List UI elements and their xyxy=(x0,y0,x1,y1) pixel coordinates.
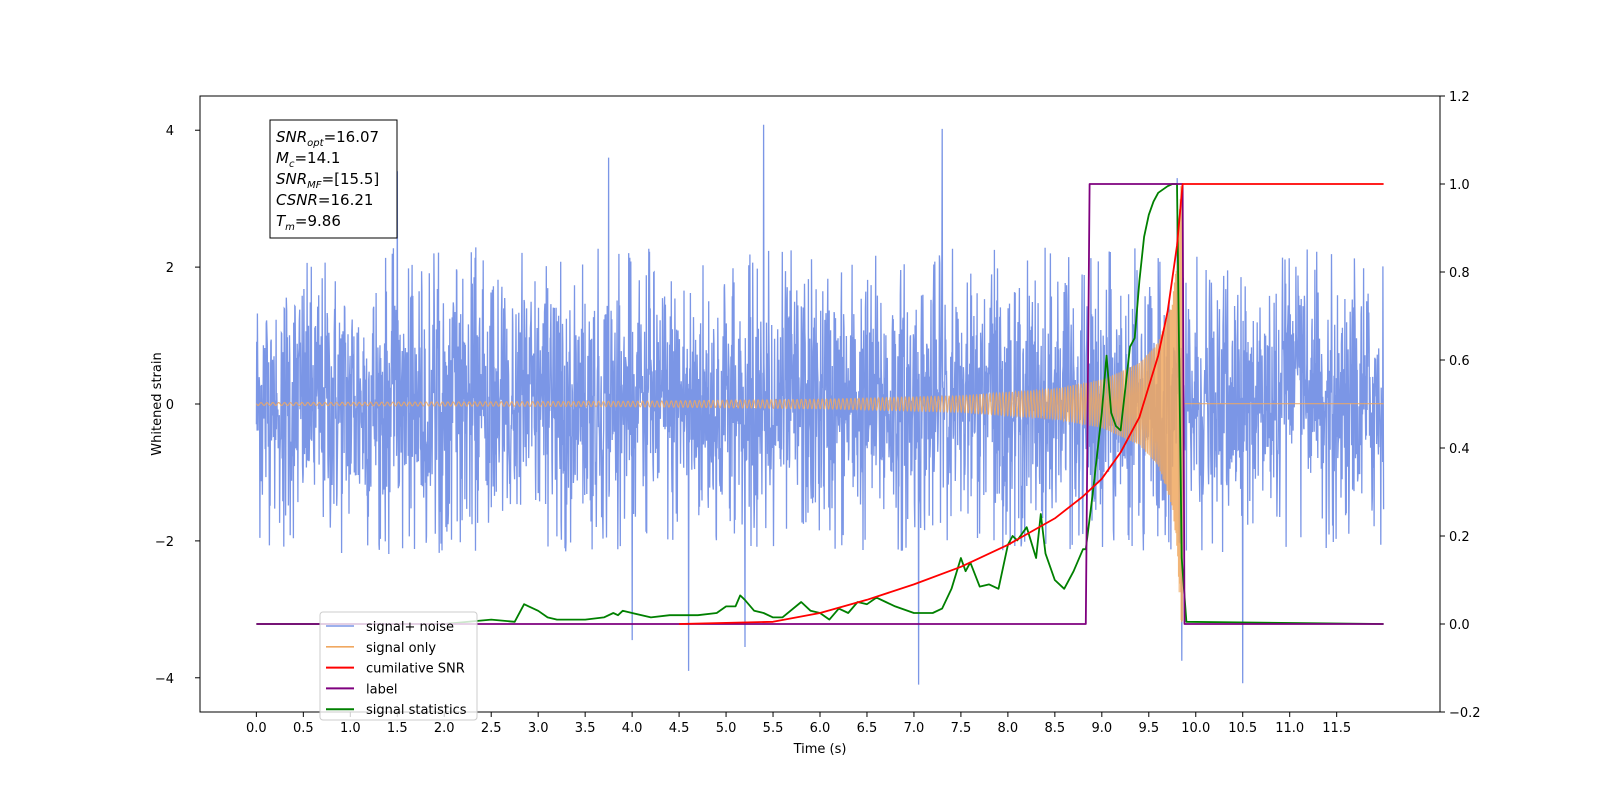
x-tick-label: 0.5 xyxy=(293,721,314,736)
y-right-tick-label: 0.6 xyxy=(1449,354,1470,369)
series-line-cumulative-snr xyxy=(679,183,1384,625)
annotation-line: Mc=14.1 xyxy=(276,149,340,170)
x-axis-ticks: 0.0 0.5 1.0 1.5 2.0 2.5 3.0 3.5 4.0 4.5 5.0 5.5 6.0 6… xyxy=(246,712,1351,736)
x-tick-label: 6.5 xyxy=(857,721,878,736)
annotation-line: SNRopt=16.07 xyxy=(276,128,379,149)
x-tick-label: 3.5 xyxy=(575,721,596,736)
x-tick-label: 5.5 xyxy=(763,721,784,736)
x-tick-label: 0.0 xyxy=(246,721,267,736)
x-tick-label: 11.0 xyxy=(1275,721,1304,736)
x-tick-label: 7.5 xyxy=(951,721,972,736)
legend: signal+ noise signal only cumilative SNR la… xyxy=(319,611,478,721)
series-line-signal-plus-noise xyxy=(255,124,1385,685)
x-tick-label: 3.0 xyxy=(528,721,549,736)
x-tick-label: 11.5 xyxy=(1322,721,1351,736)
x-tick-label: 4.0 xyxy=(622,721,643,736)
legend-entry-signal-statistics: signal statistics xyxy=(326,703,467,718)
legend-entry-cumulative-snr: cumilative SNR xyxy=(326,662,465,677)
legend-label: cumilative SNR xyxy=(366,662,465,677)
annotation-line: Tm=9.86 xyxy=(276,212,341,233)
x-tick-label: 6.0 xyxy=(810,721,831,736)
legend-entry-signal-plus-noise: signal+ noise xyxy=(326,620,454,635)
legend-label: signal+ noise xyxy=(366,620,454,635)
y-axis-left-ticks: 4 2 0 −2 −4 xyxy=(155,124,200,687)
y-left-tick-label: 0 xyxy=(166,398,174,413)
legend-label: signal statistics xyxy=(366,703,467,718)
y-left-tick-label: −4 xyxy=(155,672,174,687)
y-right-tick-label: −0.2 xyxy=(1449,706,1481,721)
y-axis-left-label: Whitened strain xyxy=(150,352,165,455)
legend-label: signal only xyxy=(366,641,436,656)
x-axis-label: Time (s) xyxy=(793,742,847,757)
x-tick-label: 8.0 xyxy=(998,721,1019,736)
y-axis-right-ticks: 1.2 1.0 0.8 0.6 0.4 0.2 0.0 −0.2 xyxy=(1440,90,1481,721)
series-line-signal-only xyxy=(255,186,1384,623)
x-tick-label: 10.0 xyxy=(1181,721,1210,736)
series-line-label xyxy=(256,183,1384,625)
x-tick-label: 2.0 xyxy=(434,721,455,736)
x-tick-label: 9.5 xyxy=(1138,721,1159,736)
annotation-box-frame xyxy=(269,119,398,239)
x-tick-label: 5.0 xyxy=(716,721,737,736)
x-tick-label: 9.0 xyxy=(1091,721,1112,736)
annotation-box: SNRopt=16.07Mc=14.1SNRMF=[15.5]CSNR=16.2… xyxy=(269,119,398,239)
x-tick-label: 10.5 xyxy=(1228,721,1257,736)
x-tick-label: 1.0 xyxy=(340,721,361,736)
y-right-tick-label: 0.2 xyxy=(1449,530,1470,545)
legend-entry-signal-only: signal only xyxy=(326,641,436,656)
annotation-line: CSNR=16.21 xyxy=(276,191,373,209)
y-right-tick-label: 0.0 xyxy=(1449,618,1470,633)
x-tick-label: 7.0 xyxy=(904,721,925,736)
y-right-tick-label: 0.4 xyxy=(1449,442,1470,457)
y-left-tick-label: 4 xyxy=(166,124,174,139)
y-right-tick-label: 1.2 xyxy=(1449,90,1470,105)
legend-entry-label: label xyxy=(326,682,397,697)
series-line-signal-statistics xyxy=(256,183,1384,625)
legend-label: label xyxy=(366,682,397,697)
x-tick-label: 2.5 xyxy=(481,721,502,736)
x-tick-label: 4.5 xyxy=(669,721,690,736)
y-right-tick-label: 1.0 xyxy=(1449,178,1470,193)
x-tick-label: 8.5 xyxy=(1045,721,1066,736)
y-right-tick-label: 0.8 xyxy=(1449,266,1470,281)
plot-series-area xyxy=(255,124,1385,685)
legend-frame xyxy=(319,611,478,721)
annotation-line: SNRMF=[15.5] xyxy=(276,170,379,191)
y-left-tick-label: 2 xyxy=(166,261,174,276)
y-left-tick-label: −2 xyxy=(155,535,174,550)
x-tick-label: 1.5 xyxy=(387,721,408,736)
